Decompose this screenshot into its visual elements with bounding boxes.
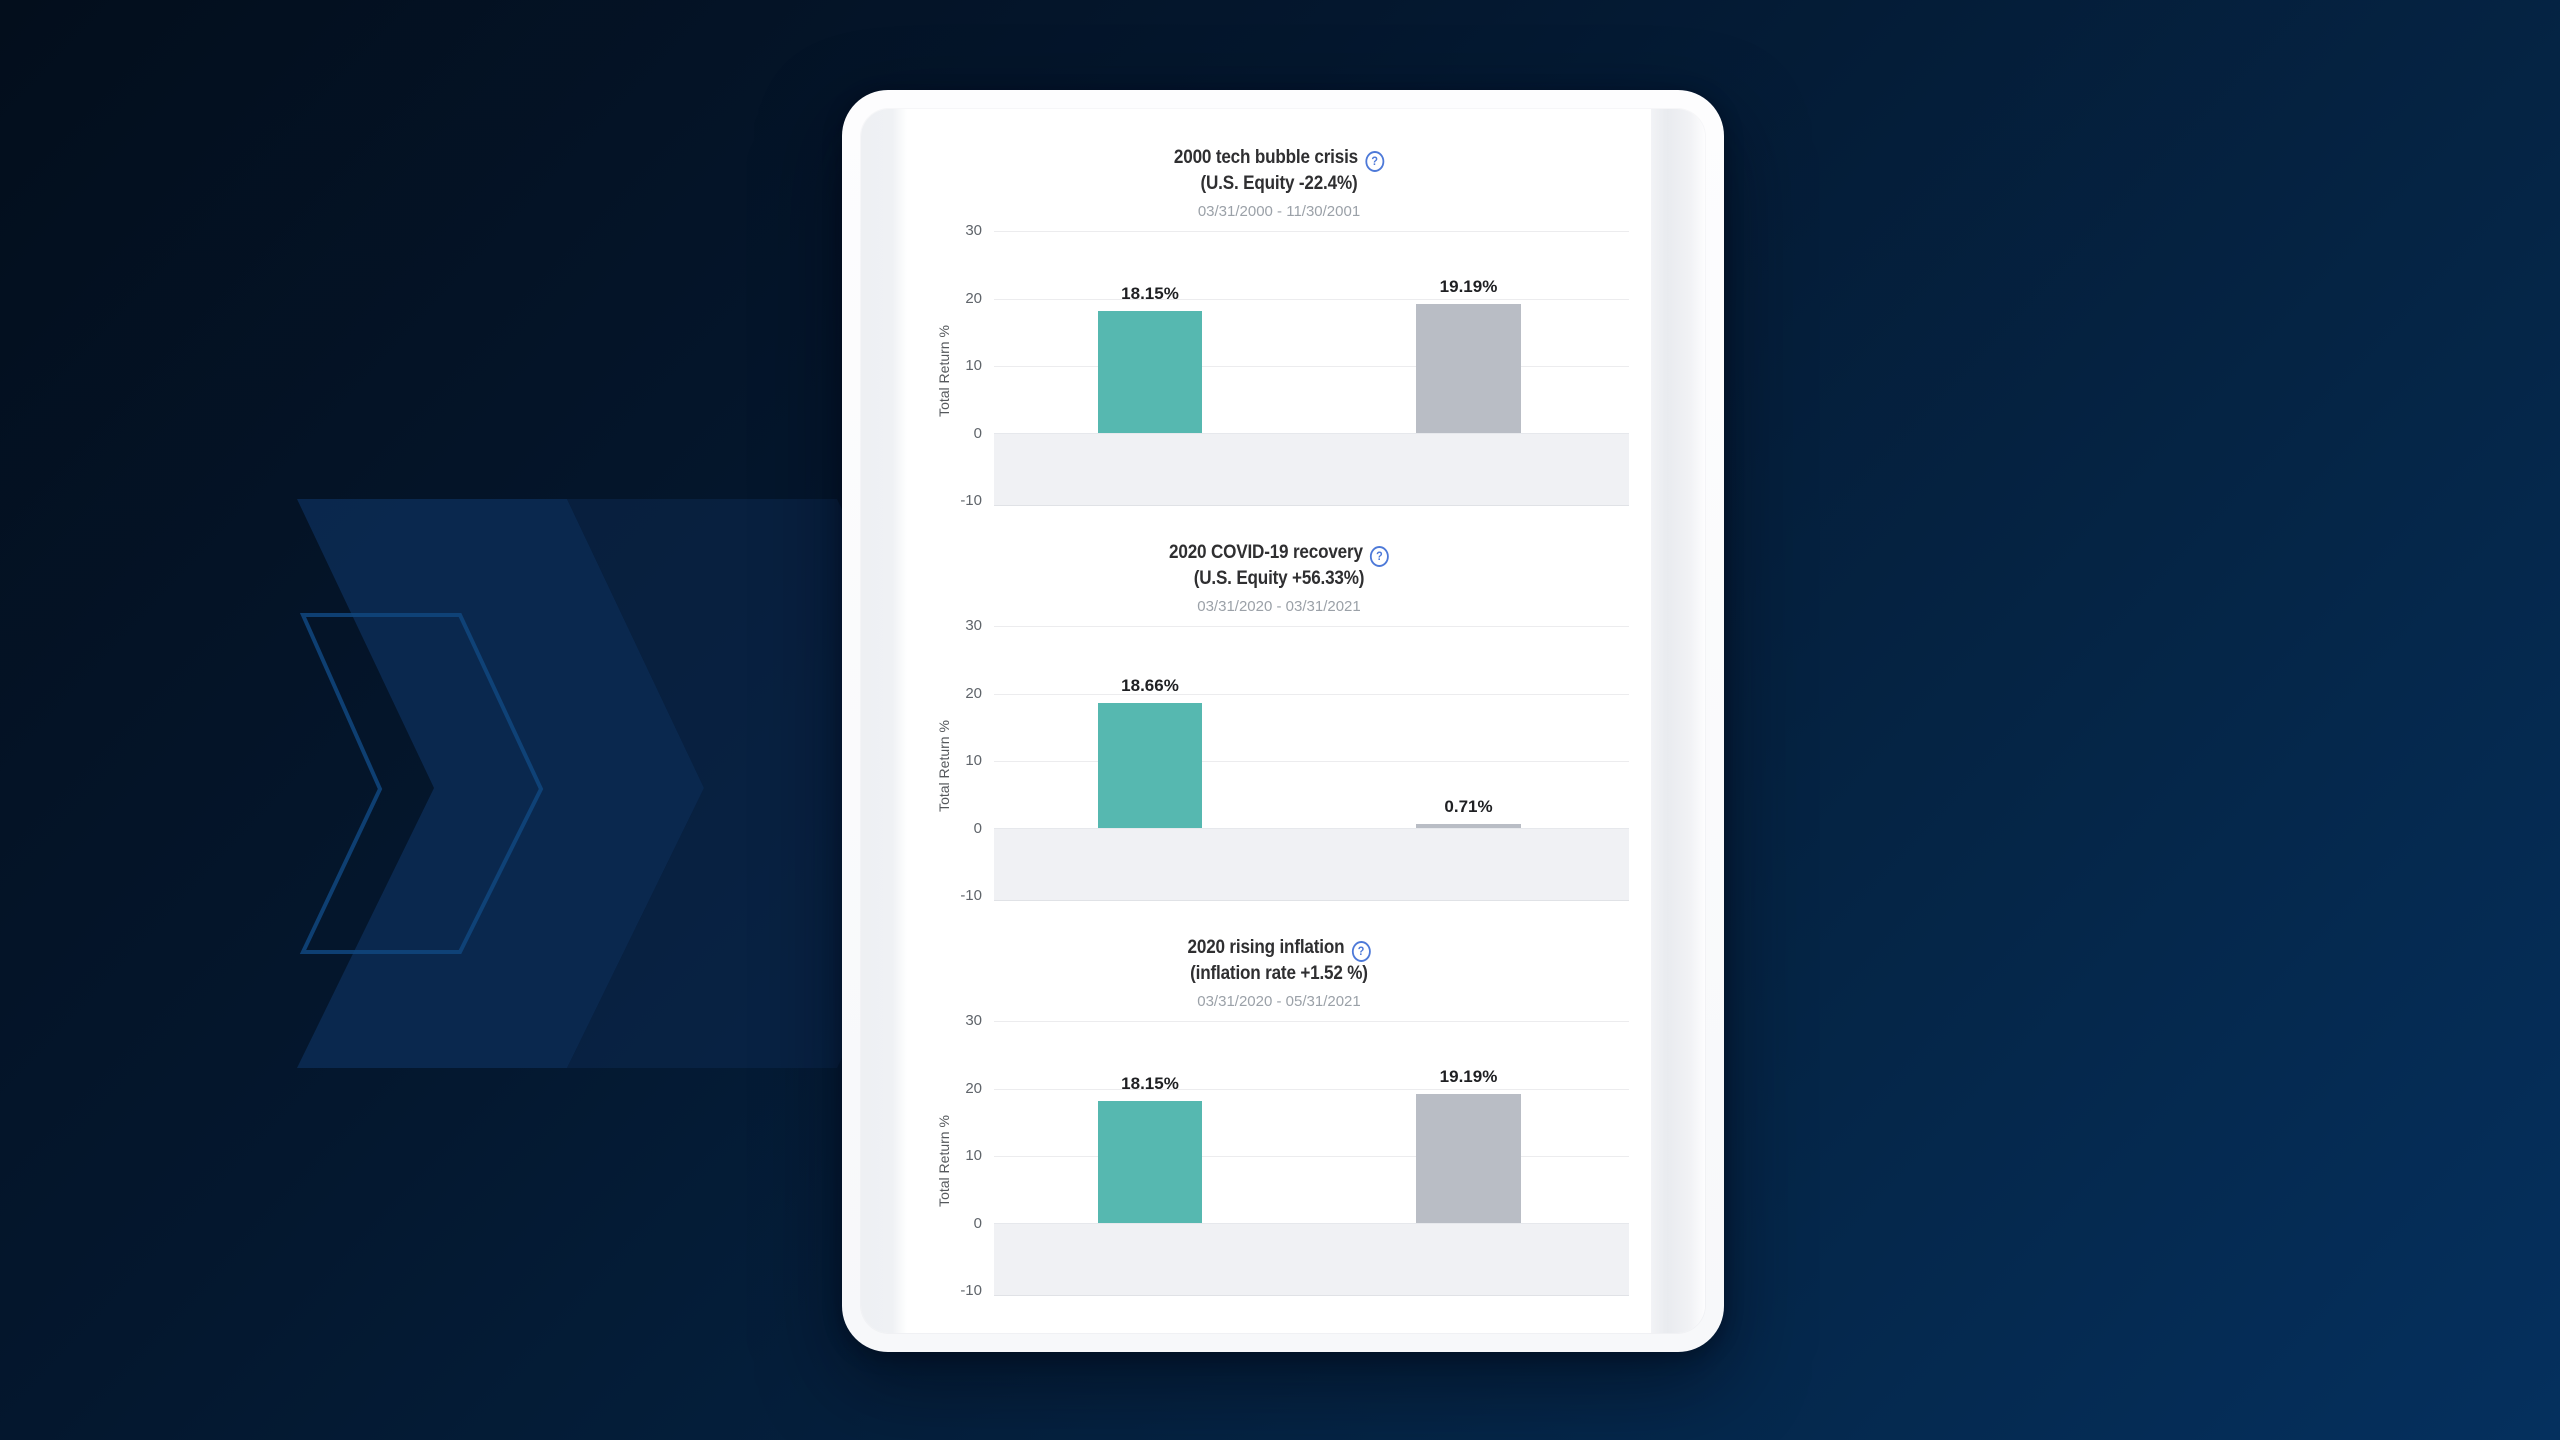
negative-region bbox=[994, 1223, 1629, 1296]
plot-grid: 18.15% 19.19% bbox=[994, 231, 1629, 513]
chart-section-tech-bubble: 2000 tech bubble crisis? (U.S. Equity -2… bbox=[929, 145, 1629, 509]
tick-label: -10 bbox=[960, 887, 982, 904]
chart-title-line2: (U.S. Equity -22.4%) bbox=[1200, 173, 1358, 194]
tick-label: -10 bbox=[960, 492, 982, 509]
help-icon[interactable]: ? bbox=[1365, 150, 1385, 172]
gridline bbox=[994, 1156, 1629, 1157]
tick-label: 0 bbox=[973, 424, 982, 442]
gridline bbox=[994, 366, 1629, 367]
chart-title-line1: 2000 tech bubble crisis? bbox=[964, 145, 1594, 172]
tick-label: 20 bbox=[965, 1079, 982, 1097]
bar-value-label: 18.66% bbox=[1121, 675, 1179, 695]
gridline bbox=[994, 626, 1629, 627]
tick-label: 30 bbox=[965, 222, 982, 239]
tick-label: -10 bbox=[960, 1282, 982, 1299]
gridline bbox=[994, 231, 1629, 232]
tablet-frame: 2000 tech bubble crisis? (U.S. Equity -2… bbox=[842, 90, 1724, 1352]
chart-date-range: 03/31/2020 - 03/31/2021 bbox=[1197, 598, 1361, 615]
negative-region bbox=[994, 828, 1629, 901]
gridline bbox=[994, 761, 1629, 762]
chart-section-rising-inflation: 2020 rising inflation? (inflation rate +… bbox=[929, 935, 1629, 1299]
bar-value-label: 19.19% bbox=[1439, 1066, 1498, 1086]
bar-benchmark[interactable] bbox=[1416, 303, 1521, 434]
plot-area: Total Return % 18.15% 19.19% 30 20 10 0 -10 bbox=[929, 1012, 1629, 1303]
gridline bbox=[994, 1021, 1629, 1022]
bar-portfolio[interactable] bbox=[1098, 310, 1202, 434]
tick-label: 10 bbox=[965, 357, 982, 374]
plot-area: Total Return % 18.66% 0.71% 30 20 10 0 -10 bbox=[929, 617, 1629, 908]
tick-label: 0 bbox=[973, 819, 982, 837]
tick-label: 10 bbox=[965, 1147, 982, 1164]
plot-grid: 18.15% 19.19% bbox=[994, 1021, 1629, 1303]
chart-title-line2: (U.S. Equity +56.33%) bbox=[1193, 568, 1365, 589]
bar-value-label: 18.15% bbox=[1121, 1073, 1179, 1093]
bar-value-label: 0.71% bbox=[1444, 796, 1493, 816]
plot-grid: 18.66% 0.71% bbox=[994, 626, 1629, 908]
gridline bbox=[994, 1088, 1629, 1090]
tick-label: 20 bbox=[965, 289, 982, 307]
chart-title-text: 2020 rising inflation bbox=[1187, 937, 1345, 958]
chevron-fill-front bbox=[297, 499, 704, 1068]
gridline bbox=[994, 693, 1629, 695]
bar-benchmark[interactable] bbox=[1416, 1093, 1521, 1224]
help-icon[interactable]: ? bbox=[1370, 545, 1389, 567]
tick-label: 30 bbox=[965, 617, 982, 634]
chart-title-line1: 2020 rising inflation? bbox=[964, 935, 1594, 962]
chart-section-covid-recovery: 2020 COVID-19 recovery? (U.S. Equity +56… bbox=[929, 540, 1629, 904]
chart-title-text: 2020 COVID-19 recovery bbox=[1169, 542, 1363, 563]
chart-title-line1: 2020 COVID-19 recovery? bbox=[964, 540, 1594, 567]
page-shade-left bbox=[861, 109, 907, 1333]
bar-value-label: 18.15% bbox=[1121, 283, 1179, 303]
chart-title-line2: (inflation rate +1.52 %) bbox=[1190, 963, 1368, 984]
bar-portfolio[interactable] bbox=[1098, 702, 1202, 829]
chart-date-range: 03/31/2000 - 11/30/2001 bbox=[1197, 203, 1361, 220]
gridline bbox=[994, 298, 1629, 300]
tick-label: 0 bbox=[973, 1214, 982, 1232]
bar-benchmark[interactable] bbox=[1416, 823, 1521, 829]
tick-label: 20 bbox=[965, 684, 982, 702]
chart-title-text: 2000 tech bubble crisis bbox=[1173, 147, 1358, 168]
bar-value-label: 19.19% bbox=[1439, 276, 1498, 296]
bar-portfolio[interactable] bbox=[1098, 1100, 1202, 1224]
negative-region bbox=[994, 433, 1629, 506]
tick-label: 30 bbox=[965, 1012, 982, 1029]
plot-area: Total Return % 18.15% 19.19% 30 20 10 0 -10 bbox=[929, 222, 1629, 513]
page-shade-right bbox=[1651, 109, 1705, 1333]
chevron-outline bbox=[299, 613, 544, 954]
tick-label: 10 bbox=[965, 752, 982, 769]
help-icon[interactable]: ? bbox=[1351, 940, 1371, 962]
screen: 2000 tech bubble crisis? (U.S. Equity -2… bbox=[861, 109, 1705, 1333]
chart-date-range: 03/31/2020 - 05/31/2021 bbox=[1197, 993, 1361, 1010]
